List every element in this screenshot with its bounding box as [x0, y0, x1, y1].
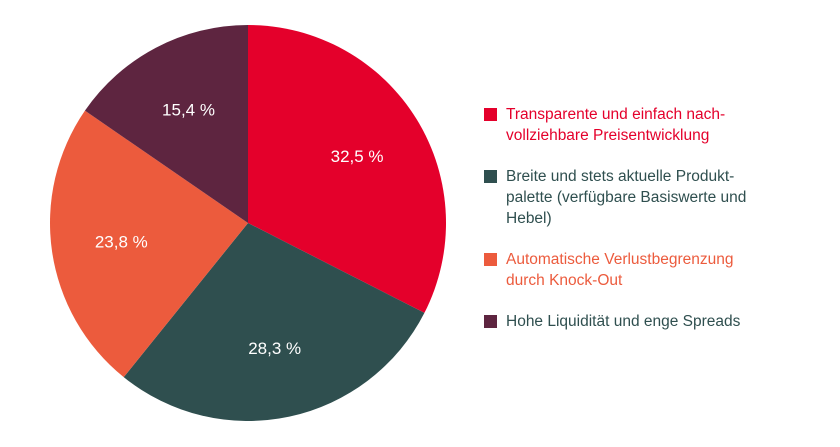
legend-label-line: palette (verfügbare Basiswerte und [506, 189, 747, 206]
legend-label-line: Hebel) [506, 210, 552, 227]
data-label-transparente-preisentwicklung: 32,5 % [331, 147, 384, 166]
legend-label-line: Transparente und einfach nach- [506, 106, 726, 123]
legend-label: Breite und stets aktuelle Produkt-palett… [506, 166, 746, 229]
legend-label-line: Breite und stets aktuelle Produkt- [506, 168, 735, 185]
legend-label-line: Hohe Liquidität und enge Spreads [506, 313, 741, 330]
legend-swatch [484, 315, 497, 328]
legend-item-liquiditaet-spreads: Hohe Liquidität und enge Spreads [484, 311, 824, 332]
pie-slice-transparente-preisentwicklung [248, 25, 447, 313]
legend-label: Transparente und einfach nach-vollziehba… [506, 104, 725, 146]
data-label-liquiditaet-spreads: 15,4 % [162, 101, 215, 120]
legend-swatch [484, 170, 497, 183]
pie-slice-liquiditaet-spreads [84, 25, 248, 223]
pie-chart: 32,5 % 28,3 % 23,8 % 15,4 % [49, 25, 447, 422]
legend-swatch [484, 108, 497, 121]
data-label-breite-produktpalette: 28,3 % [248, 339, 301, 358]
chart-legend: Transparente und einfach nach-vollziehba… [484, 104, 824, 352]
legend-swatch [484, 253, 497, 266]
legend-item-breite-produktpalette: Breite und stets aktuelle Produkt-palett… [484, 166, 824, 229]
legend-label-line: Automatische Verlustbegrenzung [506, 251, 734, 268]
pie-slice-breite-produktpalette [123, 223, 425, 422]
legend-label-line: durch Knock-Out [506, 272, 623, 289]
pie-slice-knock-out-verlustbegrenzung [49, 110, 248, 378]
legend-label: Automatische Verlustbegrenzung durch Knoc… [506, 249, 733, 291]
legend-label: Hohe Liquidität und enge Spreads [506, 311, 740, 332]
legend-item-knock-out-verlustbegrenzung: Automatische Verlustbegrenzung durch Knoc… [484, 249, 824, 291]
data-label-knock-out-verlustbegrenzung: 23,8 % [95, 232, 148, 251]
legend-item-transparente-preisentwicklung: Transparente und einfach nach-vollziehba… [484, 104, 824, 146]
legend-label-line: vollziehbare Preisentwicklung [506, 127, 710, 144]
